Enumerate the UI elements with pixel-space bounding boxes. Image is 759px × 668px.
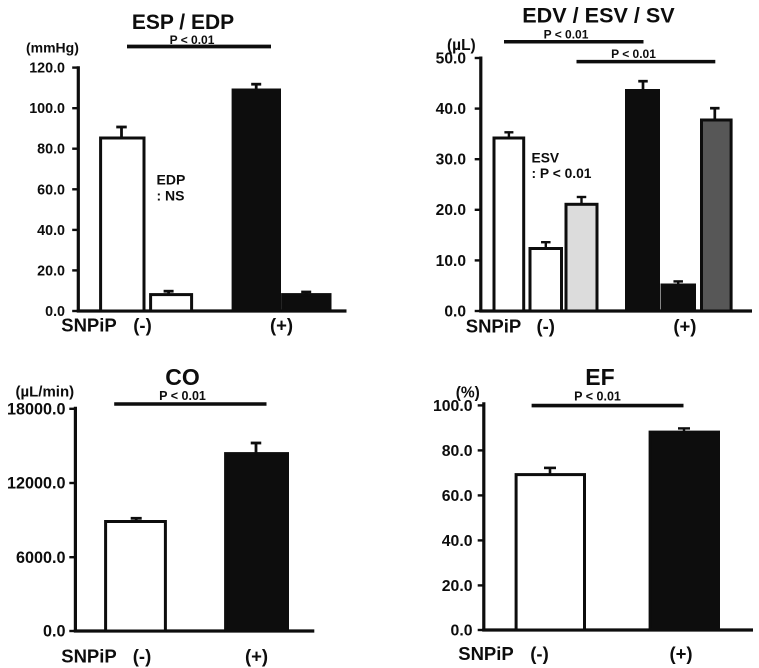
- svg-text:(%): (%): [456, 385, 480, 402]
- svg-text:SNPiP: SNPiP: [61, 315, 117, 336]
- svg-text:SNPiP: SNPiP: [466, 316, 522, 337]
- svg-text:(-): (-): [133, 315, 151, 336]
- svg-text:0.0: 0.0: [444, 303, 466, 320]
- svg-text:60.0: 60.0: [442, 488, 473, 505]
- svg-text:120.0: 120.0: [29, 61, 65, 77]
- svg-text:60.0: 60.0: [37, 182, 65, 198]
- svg-text:6000.0: 6000.0: [16, 549, 66, 567]
- svg-text:P < 0.01: P < 0.01: [159, 389, 206, 403]
- svg-text:EDV / ESV / SV: EDV / ESV / SV: [522, 3, 675, 28]
- svg-text:P < 0.01: P < 0.01: [544, 27, 589, 41]
- svg-text:: NS: : NS: [157, 187, 185, 203]
- svg-text:ESP / EDP: ESP / EDP: [132, 11, 234, 34]
- svg-text:(µL/min): (µL/min): [16, 384, 75, 401]
- svg-text:CO: CO: [165, 364, 200, 390]
- svg-text:EF: EF: [585, 364, 614, 390]
- svg-text:SNPiP: SNPiP: [61, 645, 117, 666]
- svg-text:40.0: 40.0: [442, 533, 473, 550]
- svg-text:ESV: ESV: [532, 150, 560, 165]
- svg-text:12000.0: 12000.0: [7, 475, 66, 493]
- svg-text:50.0: 50.0: [436, 50, 467, 67]
- svg-text:P < 0.01: P < 0.01: [574, 389, 621, 403]
- svg-text:P < 0.01: P < 0.01: [611, 47, 656, 61]
- svg-text:SNPiP: SNPiP: [458, 643, 514, 664]
- svg-text:(-): (-): [536, 316, 554, 337]
- svg-text:(+): (+): [669, 643, 692, 664]
- svg-text:80.0: 80.0: [442, 443, 473, 460]
- svg-text:(mmHg): (mmHg): [26, 40, 79, 56]
- svg-text:EDP: EDP: [157, 171, 186, 187]
- svg-text:: P < 0.01: : P < 0.01: [532, 166, 592, 181]
- svg-text:30.0: 30.0: [436, 152, 467, 169]
- svg-text:(-): (-): [530, 643, 548, 664]
- svg-text:20.0: 20.0: [442, 578, 473, 595]
- svg-text:20.0: 20.0: [436, 202, 467, 219]
- svg-text:P < 0.01: P < 0.01: [170, 33, 215, 47]
- svg-text:100.0: 100.0: [29, 101, 65, 117]
- svg-text:(µL): (µL): [447, 37, 476, 54]
- svg-text:0.0: 0.0: [451, 622, 473, 639]
- svg-text:(+): (+): [270, 315, 293, 336]
- svg-text:100.0: 100.0: [433, 398, 473, 415]
- svg-text:(+): (+): [673, 316, 696, 337]
- svg-text:(+): (+): [245, 645, 268, 666]
- svg-text:80.0: 80.0: [37, 142, 65, 158]
- svg-text:18000.0: 18000.0: [7, 400, 66, 418]
- svg-text:40.0: 40.0: [37, 223, 65, 239]
- svg-text:0.0: 0.0: [43, 623, 66, 641]
- svg-text:10.0: 10.0: [436, 253, 467, 270]
- svg-text:0.0: 0.0: [45, 304, 65, 320]
- svg-text:40.0: 40.0: [436, 101, 467, 118]
- svg-text:20.0: 20.0: [37, 263, 65, 279]
- svg-text:(-): (-): [133, 645, 151, 666]
